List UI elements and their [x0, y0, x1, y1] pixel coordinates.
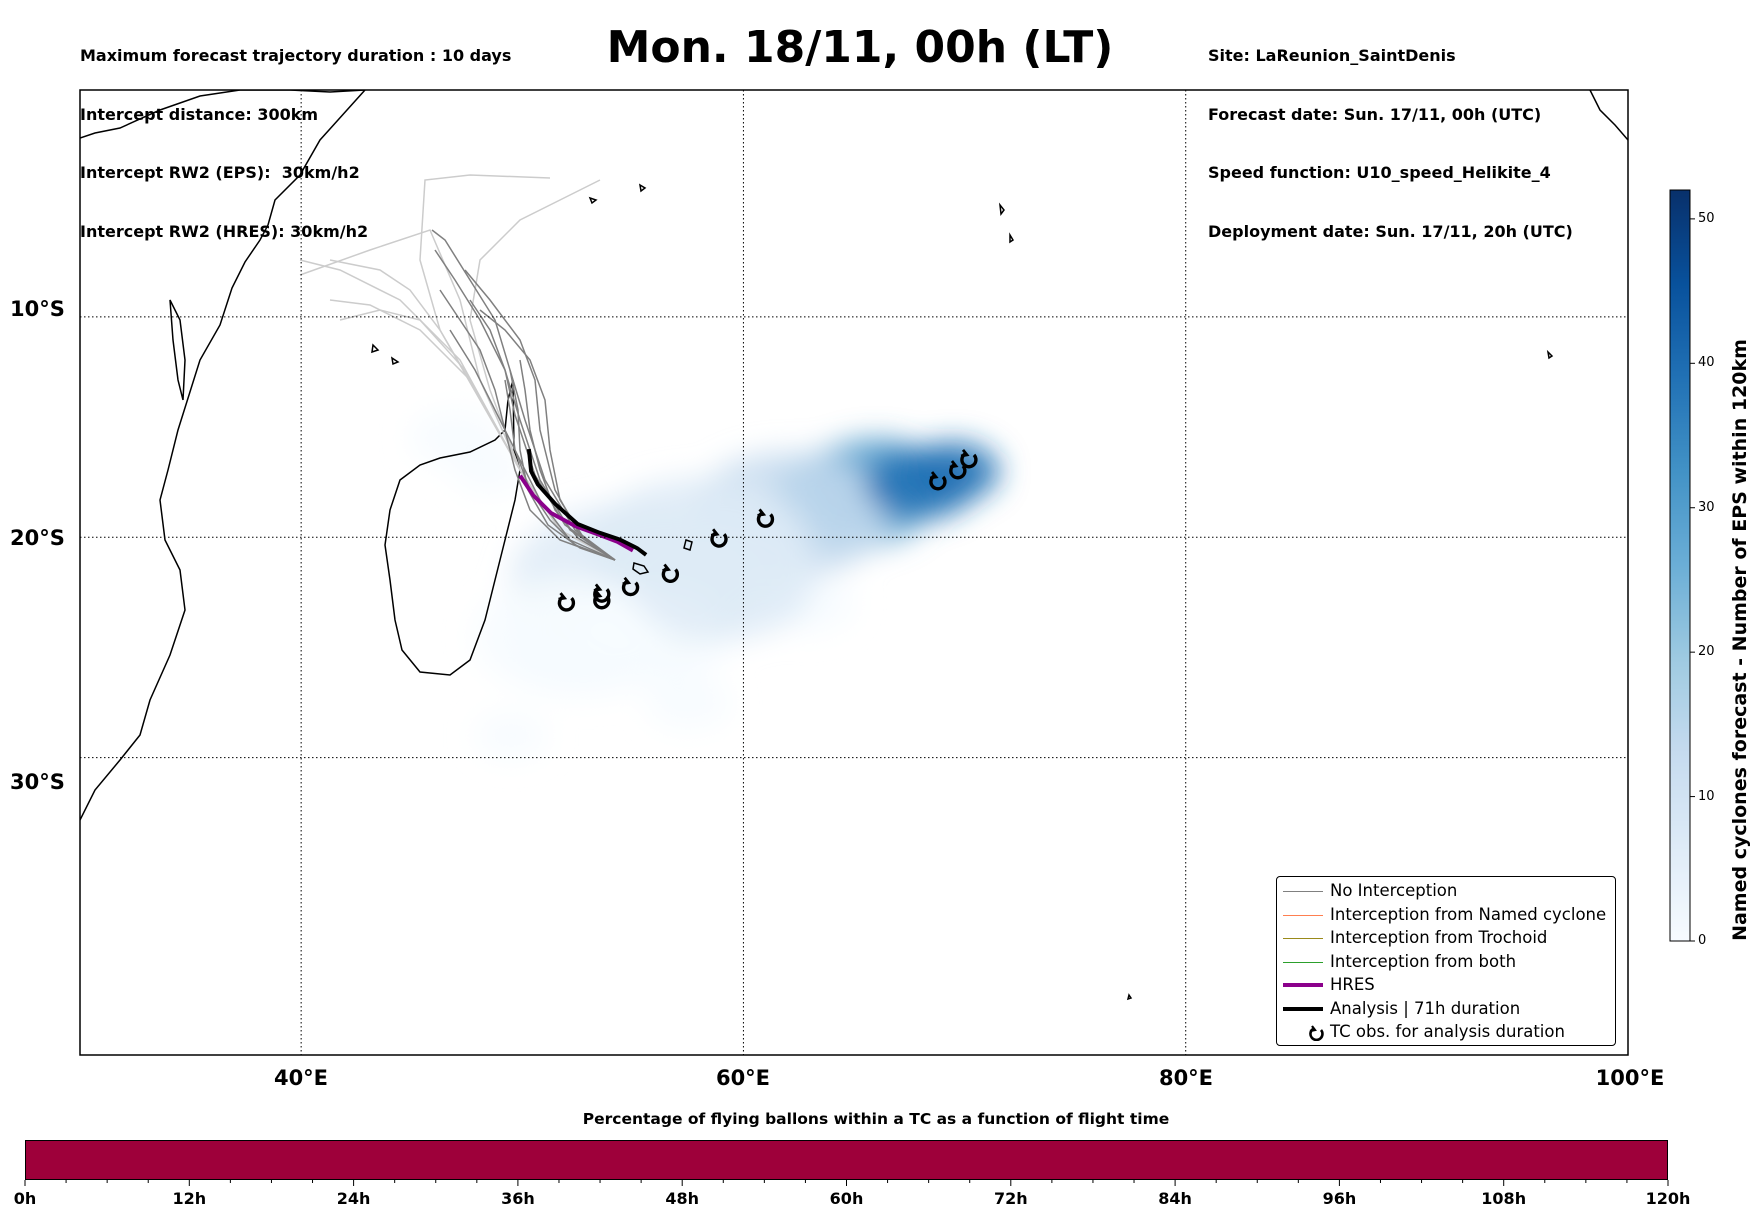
tc-obs-icon	[593, 583, 611, 603]
density-blob	[644, 674, 732, 731]
flight-time-label: 48h	[665, 1189, 700, 1208]
chagos-islands	[1546, 349, 1554, 360]
density-blob	[451, 447, 527, 495]
lat-label: 10°S	[10, 297, 65, 321]
lon-label: 80°E	[1158, 1066, 1214, 1090]
legend-swatch-no-interception	[1283, 891, 1323, 892]
lat-label: 20°S	[10, 526, 65, 550]
legend-item: HRES	[1277, 974, 1615, 998]
legend-item: Interception from both	[1277, 951, 1615, 975]
legend-swatch-hres	[1283, 983, 1323, 987]
header-left-line: Intercept RW2 (HRES): 30km/h2	[80, 221, 369, 241]
cyclone-density-field	[409, 408, 1000, 760]
header-right-info: Site: LaReunion_SaintDenis Forecast date…	[1208, 7, 1573, 261]
legend-item: TC obs. for analysis duration	[1277, 1021, 1615, 1045]
flight-time-bar	[25, 1140, 1668, 1180]
tc-obs-icon	[661, 563, 679, 583]
lat-label: 30°S	[10, 770, 65, 794]
tc-obs-icon	[949, 460, 967, 480]
maldives-islands	[998, 202, 1015, 244]
seychelles-islands	[588, 183, 647, 205]
cyclone-icon	[1309, 1025, 1324, 1041]
density-blob	[864, 448, 977, 521]
legend-item: No Interception	[1277, 880, 1615, 904]
map-frame	[79, 89, 1629, 1056]
tc-obs-icon	[557, 592, 576, 612]
header-right-line: Speed function: U10_speed_Helikite_4	[1208, 163, 1551, 182]
asia-coastline	[1589, 90, 1628, 141]
legend-label: No Interception	[1330, 881, 1458, 900]
page-title: Mon. 18/11, 00h (LT)	[606, 22, 1114, 73]
colorbar-tick-label: 0	[1698, 933, 1707, 948]
legend-swatch-named-cyclone	[1283, 914, 1323, 916]
flight-time-label: 108h	[1481, 1189, 1527, 1208]
legend-label: Analysis | 71h duration	[1330, 998, 1521, 1018]
density-blob	[474, 711, 549, 760]
header-left-line: Intercept RW2 (EPS): 30km/h2	[80, 163, 360, 182]
reunion-island	[632, 562, 650, 575]
mauritius-island	[683, 539, 693, 551]
bottom-bar-title: Percentage of flying ballons within a TC…	[582, 1110, 1170, 1128]
map-legend: No Interception Interception from Named …	[1276, 876, 1616, 1046]
flight-time-label: 72h	[993, 1189, 1028, 1208]
colorbar-tick-label: 20	[1698, 644, 1715, 660]
legend-item: Interception from Named cyclone	[1277, 904, 1615, 928]
hres-track	[518, 474, 634, 553]
legend-label: Interception from Named cyclone	[1330, 904, 1607, 924]
legend-swatch-trochoid	[1283, 938, 1323, 939]
tc-obs-icon	[929, 471, 947, 491]
header-left-line: Maximum forecast trajectory duration : 1…	[80, 46, 512, 65]
colorbar-tick-label: 30	[1698, 499, 1715, 515]
legend-swatch-both	[1283, 961, 1323, 963]
analysis-track	[526, 448, 648, 557]
flight-time-label: 12h	[172, 1189, 207, 1208]
lake-outline	[169, 299, 186, 401]
header-right-line: Deployment date: Sun. 17/11, 20h (UTC)	[1208, 221, 1573, 241]
tc-obs-icon	[710, 528, 728, 548]
madagascar-coastline	[384, 379, 521, 676]
colorbar-tick-label: 10	[1698, 788, 1715, 804]
colorbar-tick-label: 40	[1698, 355, 1715, 371]
tc-obs-icon	[621, 576, 640, 597]
header-left-line: Intercept distance: 300km	[80, 104, 319, 124]
flight-time-label: 96h	[1322, 1189, 1357, 1208]
density-blob	[628, 521, 815, 641]
tc-obs-icon	[756, 508, 775, 528]
colorbar	[1669, 189, 1691, 942]
legend-swatch-analysis	[1283, 1006, 1323, 1011]
tc-observation-markers	[557, 449, 978, 612]
flight-time-label: 36h	[501, 1189, 535, 1208]
header-right-line: Forecast date: Sun. 17/11, 00h (UTC)	[1208, 104, 1542, 124]
legend-label: Interception from both	[1330, 951, 1517, 971]
flight-time-label: 60h	[829, 1189, 864, 1208]
flight-time-label: 120h	[1645, 1189, 1691, 1208]
header-right-line: Site: LaReunion_SaintDenis	[1208, 46, 1456, 65]
flight-time-label: 0h	[13, 1189, 37, 1208]
flight-time-label: 24h	[336, 1189, 371, 1208]
legend-item: Analysis | 71h duration	[1277, 998, 1615, 1022]
legend-label: TC obs. for analysis duration	[1330, 1022, 1565, 1041]
legend-label: Interception from Trochoid	[1330, 928, 1548, 947]
graticule	[80, 90, 1628, 1055]
legend-label: HRES	[1330, 975, 1375, 994]
tc-obs-icon	[960, 449, 978, 469]
lon-label: 40°E	[273, 1066, 329, 1090]
header-left-info: Maximum forecast trajectory duration : 1…	[80, 7, 511, 261]
amsterdam-island	[1126, 993, 1133, 1001]
colorbar-tick-label: 50	[1698, 210, 1715, 226]
lon-label: 100°E	[1595, 1066, 1665, 1090]
africa-coastline	[80, 90, 367, 821]
colorbar-ticks	[1690, 218, 1695, 942]
density-blob	[473, 576, 660, 696]
comoros-islands	[371, 343, 400, 366]
coastlines	[80, 90, 1628, 1001]
legend-item: Interception from Trochoid	[1277, 927, 1615, 951]
lon-label: 60°E	[715, 1066, 771, 1090]
flight-time-label: 84h	[1158, 1189, 1192, 1208]
